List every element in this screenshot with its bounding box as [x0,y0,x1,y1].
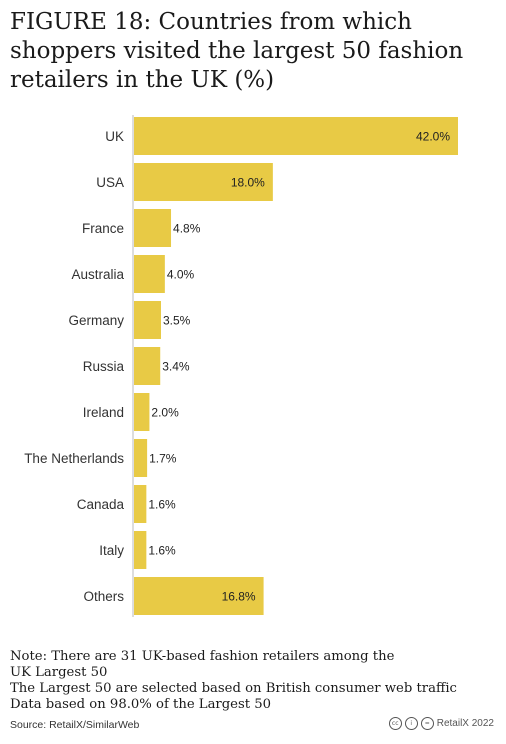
bar [134,117,458,155]
chart-notes: Note: There are 31 UK-based fashion reta… [10,649,500,713]
chart-title-line: shoppers visited the largest 50 fashion [10,38,464,64]
category-label: Germany [68,313,124,328]
nd-icon: = [420,717,434,730]
bar [134,485,147,523]
note-line: The Largest 50 are selected based on Bri… [10,681,457,696]
chart-title-line: retailers in the UK (%) [10,67,275,93]
category-label: France [82,221,124,236]
value-label: 18.0% [231,176,265,190]
bar-chart: UK 42.0% USA 18.0% France 4.8% Australia 4.0% Ge… [24,115,458,617]
value-label: 1.6% [148,498,176,512]
value-label: 1.6% [148,544,176,558]
value-label: 4.0% [167,268,195,282]
category-label: UK [105,129,124,144]
category-label: Ireland [83,405,124,420]
category-label: Italy [99,543,124,558]
category-label: The Netherlands [24,451,124,466]
bar [134,393,150,431]
bar [134,577,264,615]
value-label: 1.7% [149,452,177,466]
chart-title: FIGURE 18: Countries from which shoppers… [10,8,498,95]
note-line: Note: There are 31 UK-based fashion reta… [10,649,395,664]
bar [134,209,172,247]
bar [134,531,147,569]
credit-text: RetailX 2022 [436,718,494,729]
value-label: 3.5% [163,314,191,328]
bar [134,255,165,293]
bar [134,347,161,385]
category-label: Canada [77,497,125,512]
category-label: Australia [71,267,124,282]
category-label: USA [96,175,124,190]
note-line: UK Largest 50 [10,665,108,680]
by-icon: i [404,717,418,730]
value-label: 2.0% [151,406,179,420]
value-label: 3.4% [162,360,190,374]
value-label: 4.8% [173,222,201,236]
bar [134,163,273,201]
value-label: 16.8% [222,590,256,604]
source-text: Source: RetailX/SimilarWeb [10,719,140,731]
value-label: 42.0% [416,130,450,144]
category-label: Others [83,589,124,604]
bar [134,301,161,339]
chart-title-line: FIGURE 18: Countries from which [10,9,412,35]
note-line: Data based on 98.0% of the Largest 50 [10,697,272,712]
category-label: Russia [83,359,125,374]
bar [134,439,148,477]
footer-credit: cc i = RetailX 2022 [388,717,494,730]
cc-icon: cc [388,717,402,730]
